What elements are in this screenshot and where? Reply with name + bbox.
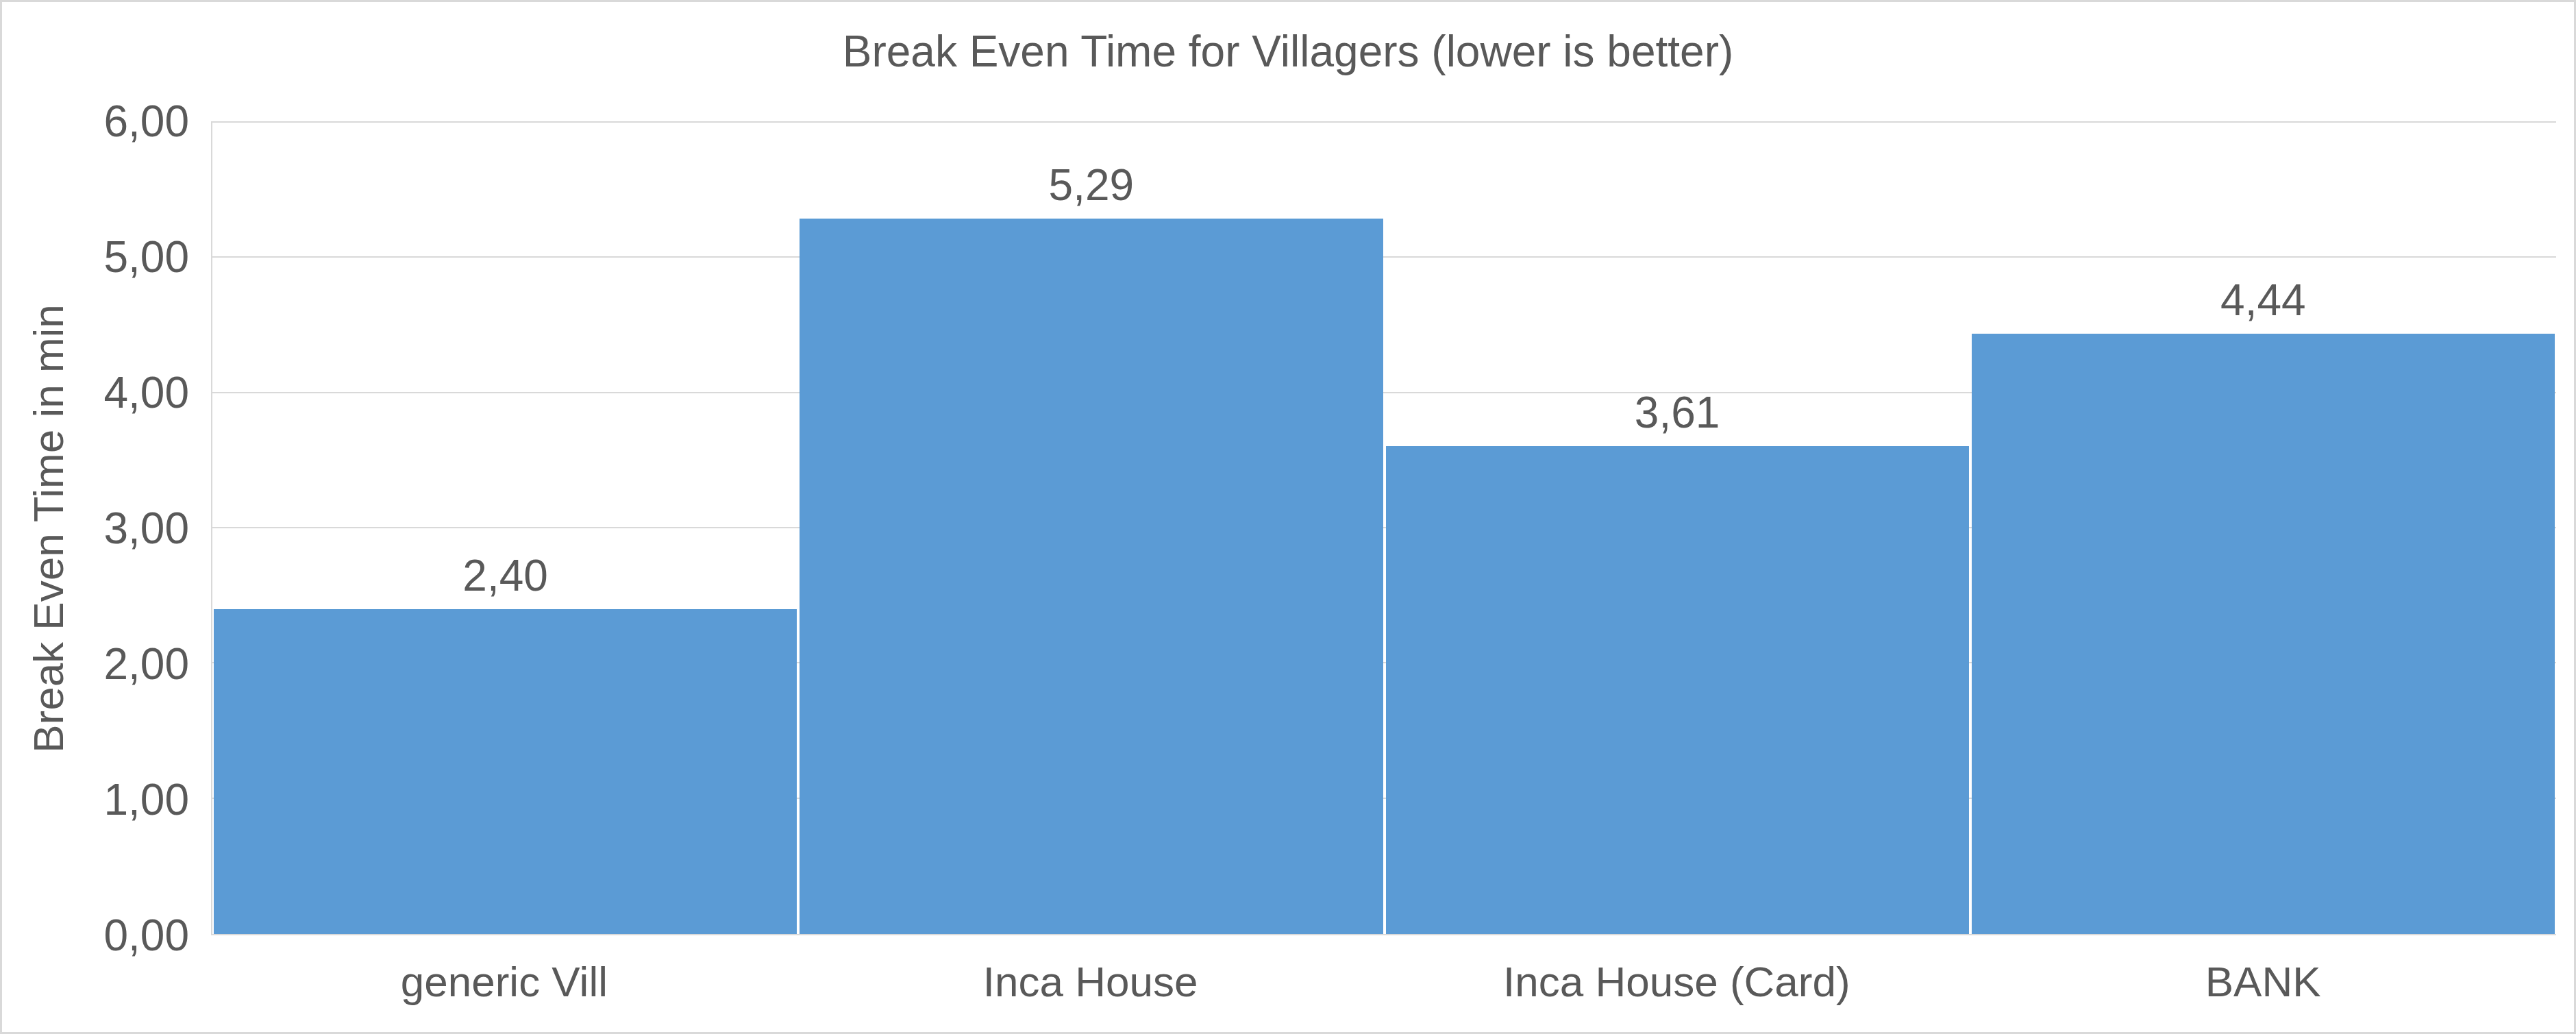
bar-inca-house	[800, 219, 1383, 934]
bar-value-label: 3,61	[1635, 389, 1720, 436]
chart-title: Break Even Time for Villagers (lower is …	[2, 24, 2574, 79]
x-category-label: BANK	[1970, 956, 2556, 1008]
y-tick-label: 4,00	[103, 371, 189, 415]
x-category-label: Inca House	[797, 956, 1384, 1008]
bar-slot-generic-vill: 2,40	[212, 123, 798, 934]
bar-inca-house-card	[1386, 446, 1969, 934]
bar-value-label: 4,44	[2220, 276, 2306, 324]
bar-generic-vill	[214, 609, 797, 934]
bar-slot-inca-house: 5,29	[798, 123, 1384, 934]
y-axis-tick-labels: 0,00 1,00 2,00 3,00 4,00 5,00 6,00	[2, 121, 189, 935]
x-category-label: generic Vill	[211, 956, 797, 1008]
y-tick-label: 1,00	[103, 778, 189, 822]
y-tick-label: 3,00	[103, 506, 189, 550]
y-tick-label: 2,00	[103, 642, 189, 686]
bar-slot-inca-house-card: 3,61	[1385, 123, 1970, 934]
y-tick-label: 6,00	[103, 99, 189, 143]
y-tick-label: 0,00	[103, 913, 189, 957]
y-tick-label: 5,00	[103, 235, 189, 279]
x-category-label: Inca House (Card)	[1384, 956, 1970, 1008]
bar-value-label: 5,29	[1049, 161, 1135, 209]
bar-value-label: 2,40	[462, 552, 548, 600]
plot-area: 2,40 5,29 3,61 4,44	[211, 121, 2556, 935]
bar-slot-bank: 4,44	[1970, 123, 2556, 934]
x-axis-category-labels: generic Vill Inca House Inca House (Card…	[211, 956, 2556, 1008]
bar-chart: Break Even Time for Villagers (lower is …	[0, 0, 2576, 1034]
bars-row: 2,40 5,29 3,61 4,44	[212, 123, 2556, 934]
bar-bank	[1972, 334, 2555, 934]
